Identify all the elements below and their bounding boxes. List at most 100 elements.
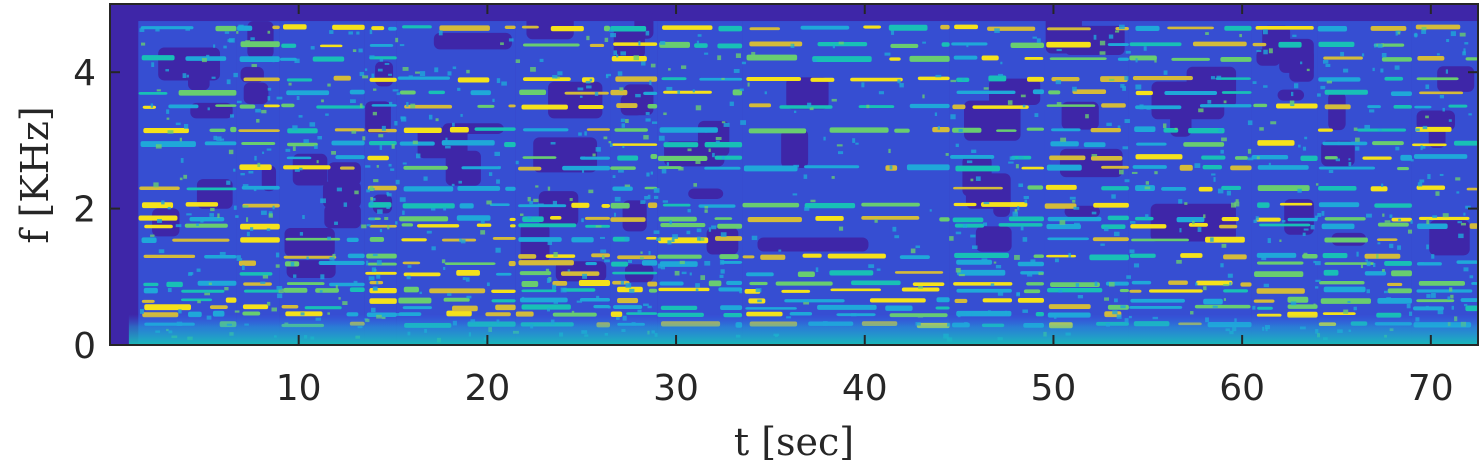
noise-speckle: [378, 134, 384, 138]
noise-speckle: [704, 130, 708, 133]
note-band: [1318, 185, 1357, 191]
note-band: [742, 202, 800, 208]
note-band: [1048, 90, 1061, 95]
note-band: [1045, 184, 1077, 190]
noise-speckle: [1026, 273, 1033, 277]
noise-speckle: [371, 307, 376, 313]
noise-speckle: [866, 104, 870, 109]
noise-speckle: [1239, 33, 1242, 38]
note-band: [953, 202, 977, 207]
note-band: [747, 217, 802, 223]
noise-speckle: [604, 37, 609, 43]
noise-speckle: [1410, 219, 1413, 224]
note-band: [318, 260, 365, 266]
noise-speckle: [692, 89, 695, 93]
noise-speckle: [704, 52, 709, 55]
noise-speckle: [965, 311, 972, 317]
noise-speckle: [234, 310, 240, 313]
note-band: [743, 165, 798, 172]
note-band: [521, 25, 539, 29]
noise-speckle: [666, 162, 669, 166]
note-band: [230, 126, 237, 133]
noise-speckle: [567, 269, 571, 272]
note-band: [610, 166, 636, 170]
noise-speckle: [1203, 214, 1206, 219]
noise-speckle: [625, 119, 629, 124]
noise-speckle: [733, 69, 740, 73]
noise-speckle: [261, 210, 267, 215]
noise-speckle: [1108, 34, 1114, 39]
x-tick-label: 60: [1219, 368, 1265, 409]
note-band: [1130, 298, 1185, 303]
noise-speckle: [1226, 190, 1231, 196]
noise-speckle: [1366, 289, 1370, 294]
noise-speckle: [963, 224, 967, 228]
note-band: [1188, 222, 1209, 227]
note-band: [184, 223, 228, 228]
noise-speckle: [366, 224, 371, 227]
noise-speckle: [537, 203, 544, 206]
note-band: [1259, 223, 1311, 227]
note-band: [615, 76, 658, 82]
silence-gap: [1059, 148, 1123, 178]
silence-gap: [706, 227, 739, 255]
noise-speckle: [813, 58, 817, 63]
note-band: [988, 75, 1007, 82]
note-band: [369, 44, 394, 47]
note-band: [518, 237, 562, 242]
noise-speckle: [226, 79, 231, 85]
note-band: [369, 77, 397, 82]
noise-speckle: [167, 130, 174, 134]
noise-speckle: [1431, 293, 1436, 298]
silence-gap: [781, 129, 809, 168]
note-band: [403, 286, 419, 293]
note-band: [1257, 165, 1309, 170]
note-band: [899, 255, 930, 259]
noise-speckle: [717, 55, 722, 61]
noise-speckle: [624, 237, 630, 242]
noise-speckle: [1372, 67, 1375, 72]
noise-speckle: [1144, 186, 1151, 190]
note-band: [935, 306, 950, 310]
note-band: [1357, 128, 1407, 132]
noise-speckle: [248, 170, 254, 174]
noise-speckle: [267, 87, 272, 91]
note-band: [241, 141, 276, 145]
noise-speckle: [242, 205, 249, 208]
noise-speckle: [361, 224, 367, 229]
note-band: [491, 299, 516, 303]
noise-speckle: [861, 82, 865, 88]
noise-speckle: [838, 151, 844, 155]
noise-speckle: [334, 221, 338, 225]
note-band: [939, 217, 950, 222]
noise-speckle: [335, 284, 338, 290]
noise-speckle: [352, 49, 357, 53]
note-band: [403, 272, 441, 277]
note-band: [470, 90, 491, 96]
noise-speckle: [182, 73, 187, 79]
noise-speckle: [1220, 263, 1224, 268]
noise-speckle: [1386, 297, 1391, 300]
noise-speckle: [949, 236, 954, 241]
noise-speckle: [1343, 309, 1349, 314]
noise-speckle: [1455, 177, 1461, 181]
note-band: [955, 165, 1000, 172]
noise-speckle: [614, 196, 621, 202]
noise-speckle: [671, 238, 675, 243]
noise-speckle: [1426, 219, 1430, 225]
note-band: [401, 238, 427, 242]
noise-speckle: [387, 193, 392, 197]
noise-speckle: [1381, 52, 1387, 58]
noise-speckle: [294, 58, 300, 64]
note-band: [996, 129, 1017, 132]
note-band: [746, 54, 798, 61]
noise-speckle: [695, 288, 699, 292]
noise-speckle: [638, 40, 641, 46]
silence-gap: [1328, 92, 1346, 131]
noise-speckle: [594, 91, 599, 96]
noise-speckle: [1439, 94, 1445, 99]
noise-speckle: [166, 117, 170, 120]
noise-speckle: [971, 245, 978, 249]
noise-speckle: [622, 145, 625, 149]
